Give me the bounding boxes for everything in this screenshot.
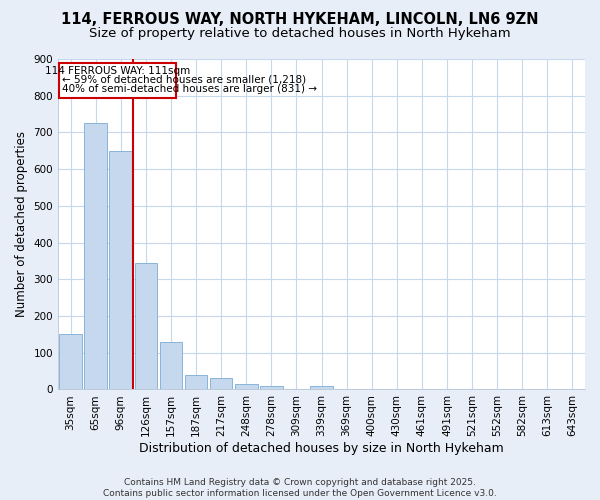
Text: 40% of semi-detached houses are larger (831) →: 40% of semi-detached houses are larger (…: [62, 84, 317, 94]
Text: ← 59% of detached houses are smaller (1,218): ← 59% of detached houses are smaller (1,…: [62, 74, 306, 85]
Bar: [134, 263, 157, 390]
Bar: [109, 151, 132, 390]
Text: Contains HM Land Registry data © Crown copyright and database right 2025.
Contai: Contains HM Land Registry data © Crown c…: [103, 478, 497, 498]
Bar: [260, 386, 283, 390]
X-axis label: Distribution of detached houses by size in North Hykeham: Distribution of detached houses by size …: [139, 442, 504, 455]
Bar: [59, 334, 82, 390]
Bar: [160, 342, 182, 390]
Bar: [235, 384, 257, 390]
Bar: [85, 124, 107, 390]
Y-axis label: Number of detached properties: Number of detached properties: [15, 131, 28, 317]
Bar: [59, 62, 176, 98]
Bar: [210, 378, 232, 390]
Text: 114, FERROUS WAY, NORTH HYKEHAM, LINCOLN, LN6 9ZN: 114, FERROUS WAY, NORTH HYKEHAM, LINCOLN…: [61, 12, 539, 28]
Bar: [310, 386, 333, 390]
Text: Size of property relative to detached houses in North Hykeham: Size of property relative to detached ho…: [89, 28, 511, 40]
Text: 114 FERROUS WAY: 111sqm: 114 FERROUS WAY: 111sqm: [45, 66, 190, 76]
Bar: [185, 375, 208, 390]
